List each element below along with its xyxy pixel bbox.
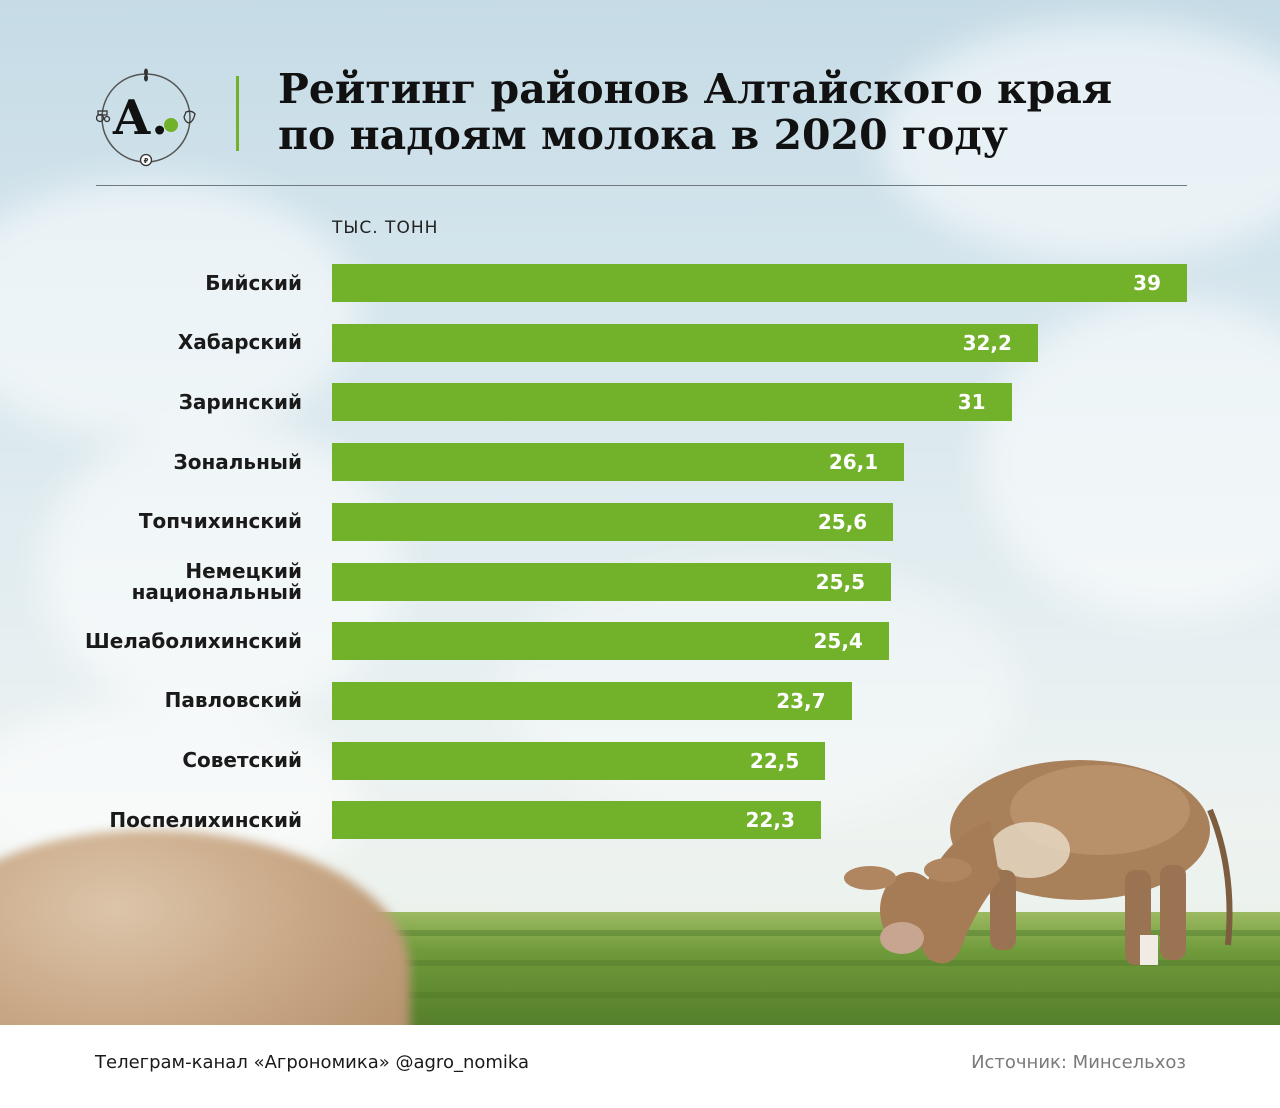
cow-head-icon	[183, 110, 196, 124]
bar-category-label: Поспелихинский	[109, 807, 302, 832]
bar-category-label: Топчихинский	[138, 509, 302, 534]
bar-category-label: Хабарский	[177, 330, 302, 355]
bar-category-label: Бийский	[205, 270, 302, 295]
bar: 26,1	[332, 443, 905, 482]
background-photo	[0, 0, 1280, 1025]
bar: 25,5	[332, 562, 892, 601]
bar-chart: Бийский 39 Хабарский 32,2 Заринский 31 Зональн…	[85, 264, 1187, 840]
title-line-2: по надоям молока в 2020 году	[278, 111, 1008, 159]
bar-value-label: 39	[1133, 271, 1161, 295]
bar-category-label: Зональный	[173, 449, 302, 474]
bar-value-label: 25,6	[817, 509, 868, 534]
bar: 25,4	[332, 622, 889, 661]
header-rule	[96, 185, 1187, 186]
title-divider	[236, 76, 239, 151]
bar-category-label: Советский	[182, 748, 302, 773]
logo-letter: А.	[112, 90, 168, 146]
bar-value-label: 32,2	[962, 330, 1012, 355]
bar-value-label: 25,5	[815, 569, 866, 594]
bar-value-label: 25,4	[813, 629, 863, 654]
svg-text:₽: ₽	[144, 157, 149, 165]
bar: 31	[332, 383, 1012, 422]
footer-source: Источник: Минсельхоз	[971, 1052, 1186, 1073]
bar-category-label: Павловский	[164, 688, 302, 713]
grazing-cow	[844, 760, 1233, 965]
bar-value-label: 22,5	[749, 748, 800, 773]
page-title: Рейтинг районов Алтайского края по надоя…	[278, 66, 1178, 158]
title-line-1: Рейтинг районов Алтайского края	[278, 65, 1113, 113]
bar-category-label: Немецкий национальный	[131, 558, 302, 604]
unit-label: ТЫС. ТОНН	[332, 218, 439, 238]
bar: 25,6	[332, 502, 894, 541]
bar: 23,7	[332, 681, 852, 720]
ruble-icon: ₽	[139, 153, 153, 167]
bar: 22,3	[332, 801, 821, 840]
bar-category-label: Заринский	[178, 389, 302, 414]
bar: 39	[332, 264, 1187, 302]
bar: 32,2	[332, 323, 1038, 362]
wheat-icon	[144, 68, 148, 82]
logo-emblem-icon: А. ₽	[96, 68, 196, 167]
bar-value-label: 31	[957, 390, 986, 415]
bar: 22,5	[332, 741, 826, 780]
bar-category-label: Шелаболихинский	[85, 628, 302, 653]
bar-value-label: 22,3	[745, 808, 795, 833]
bar-value-label: 23,7	[776, 688, 826, 713]
tractor-icon	[96, 110, 111, 123]
footer-channel: Телеграм-канал «Агрономика» @agro_nomika	[95, 1052, 530, 1073]
bar-value-label: 26,1	[828, 450, 879, 475]
